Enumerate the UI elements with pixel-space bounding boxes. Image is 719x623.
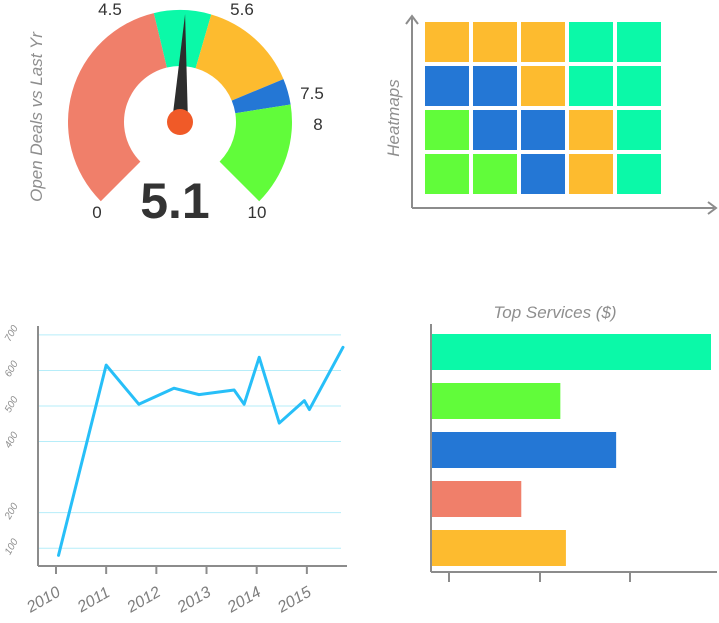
heatmap-cell: [617, 66, 661, 106]
heatmap-cell: [425, 22, 469, 62]
heatmap-cell: [473, 154, 517, 194]
bar: [432, 432, 617, 468]
line-y-tick-label: 200: [2, 501, 21, 522]
heatmap-cell: [521, 110, 565, 150]
gauge-tick-label: 0: [92, 203, 101, 222]
heatmap-axis-label: Heatmaps: [384, 79, 403, 157]
line-y-tick-label: 600: [3, 359, 21, 379]
gauge-chart: Open Deals vs Last Yr 0 4.5 5.6 7.5 8 10…: [27, 0, 324, 229]
line-y-tick-label: 700: [3, 323, 21, 343]
bar: [432, 383, 561, 419]
line-y-tick-label: 100: [3, 537, 21, 557]
heatmap-cell: [473, 110, 517, 150]
heatmap-cell: [569, 110, 613, 150]
line-x-tick-label: 2013: [174, 584, 214, 617]
bar: [432, 334, 711, 370]
heatmap-cell: [425, 66, 469, 106]
line-x-tick-label: 2014: [224, 584, 264, 617]
gauge-value-label: 5.1: [140, 173, 210, 229]
heatmap-cell: [569, 66, 613, 106]
heatmap-cell: [425, 110, 469, 150]
bar: [432, 481, 522, 517]
gauge-pivot: [167, 109, 193, 135]
heatmap-cell: [617, 154, 661, 194]
heatmap-cell: [521, 66, 565, 106]
bar-chart: Top Services ($): [430, 303, 717, 582]
line-x-tick-label: 2011: [74, 584, 113, 616]
heatmap-cell: [521, 154, 565, 194]
line-series-path: [57, 345, 345, 557]
gauge-tick-label: 10: [248, 203, 267, 222]
gauge-band: [231, 79, 291, 114]
heatmap-cell: [569, 22, 613, 62]
gauge-band: [219, 104, 292, 202]
gauge-needle: [172, 14, 188, 123]
line-y-tick-label: 500: [3, 394, 21, 414]
heatmap-chart: Heatmaps: [384, 14, 718, 215]
gauge-tick-label: 4.5: [98, 0, 122, 19]
line-x-tick-label: 2012: [124, 584, 164, 617]
gauge-tick-label: 7.5: [300, 84, 324, 103]
bar: [432, 530, 566, 566]
gauge-tick-label: 8: [313, 115, 322, 134]
heatmap-cell: [617, 110, 661, 150]
bar-chart-title: Top Services ($): [493, 303, 616, 322]
heatmap-cell: [521, 22, 565, 62]
line-y-tick-labels: 100 200 400 500 600 700: [2, 323, 21, 557]
bars: [432, 334, 711, 566]
heatmap-cell: [473, 66, 517, 106]
heatmap-y-arrowhead: [405, 14, 419, 25]
line-x-tick-label: 2010: [23, 584, 63, 617]
heatmap-cell: [473, 22, 517, 62]
heatmap-cells: [425, 22, 661, 194]
line-x-tick-labels: 2010 2011 2012 2013 2014 2015: [23, 566, 314, 617]
gauge-axis-label: Open Deals vs Last Yr: [27, 31, 46, 202]
heatmap-cell: [617, 22, 661, 62]
heatmap-x-arrowhead: [707, 201, 718, 215]
gauge-band: [68, 13, 167, 202]
gauge-bands: [68, 10, 292, 202]
heatmap-cell: [569, 154, 613, 194]
gauge-tick-label: 5.6: [230, 0, 254, 19]
heatmap-cell: [425, 154, 469, 194]
line-gridlines: [38, 334, 341, 549]
line-y-tick-label: 400: [3, 430, 21, 450]
gauge-band: [195, 14, 284, 101]
line-x-tick-label: 2015: [274, 584, 314, 617]
